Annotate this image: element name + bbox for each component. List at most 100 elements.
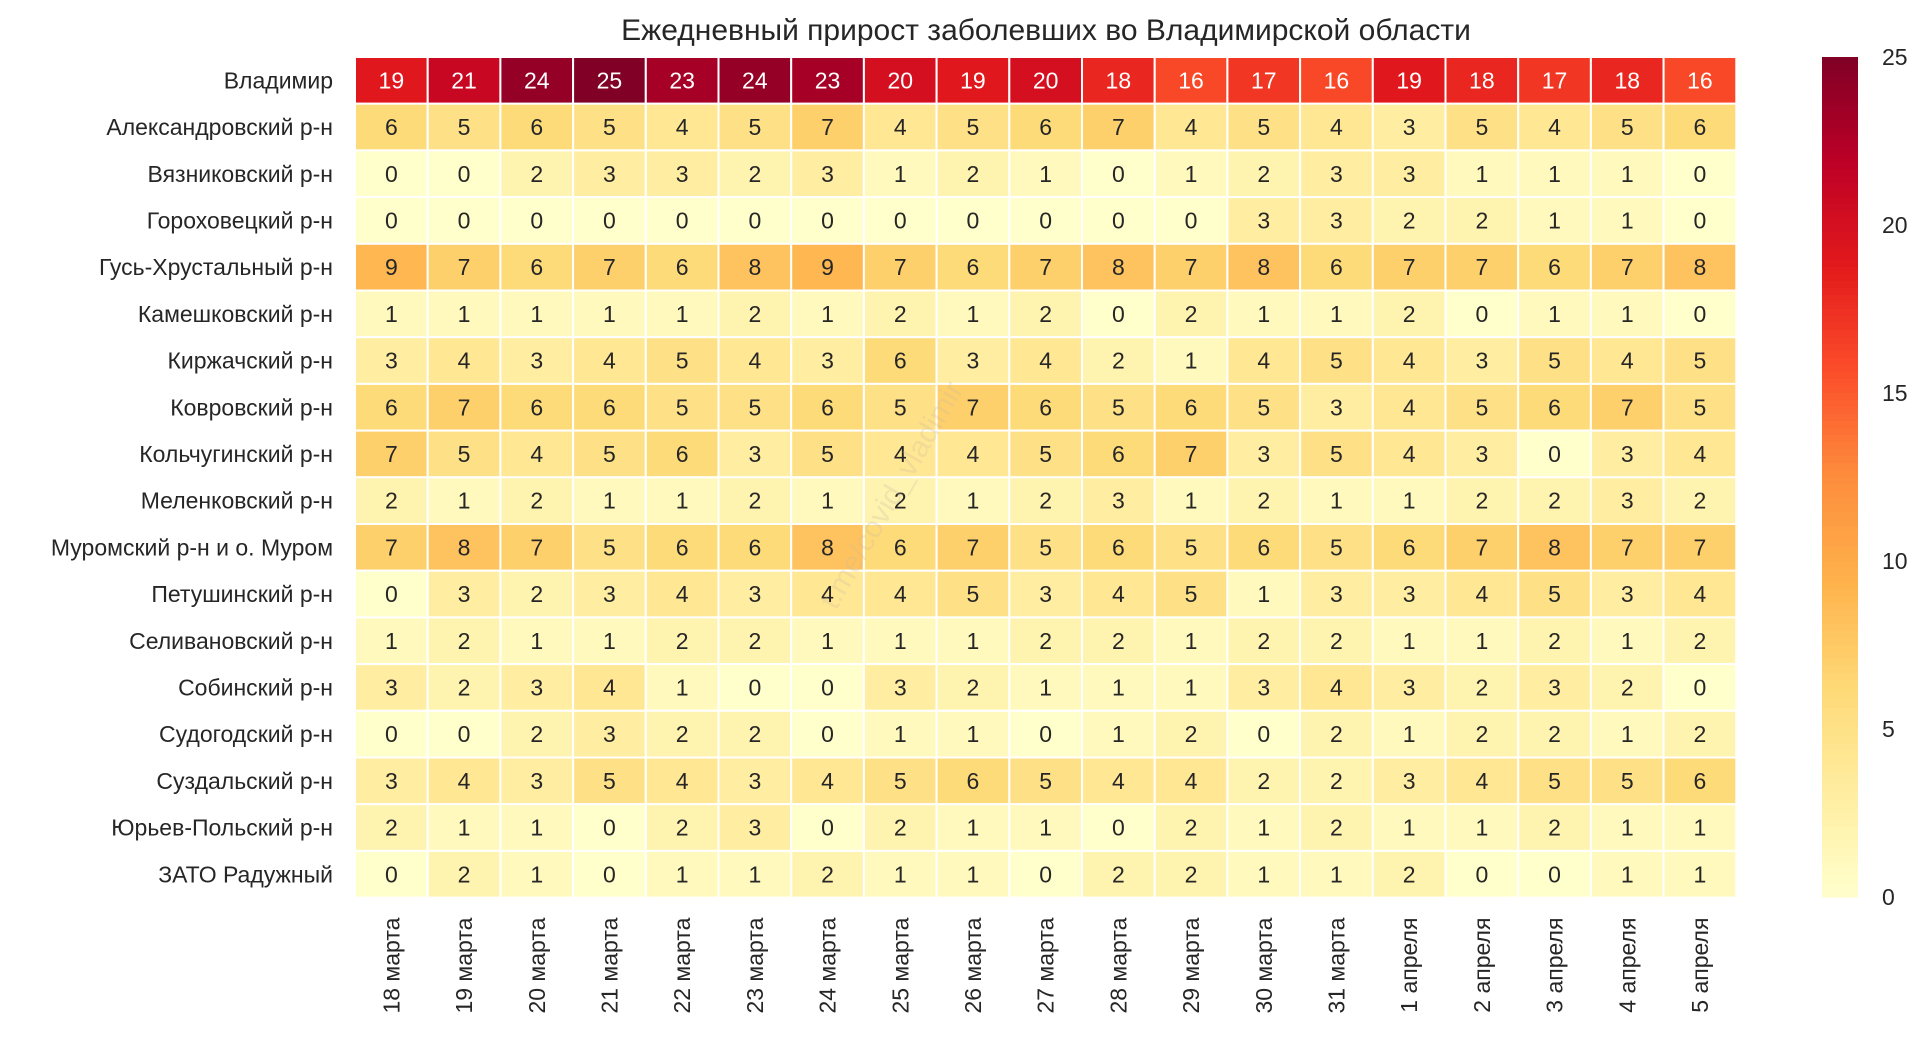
heatmap-cell [1444,382,1520,432]
colorbar-segment [1822,722,1858,730]
heatmap-cell [717,616,793,666]
cell-value: 3 [821,161,834,187]
cell-value: 2 [1330,721,1343,747]
cell-value: 3 [385,348,398,374]
heatmap-cell [1517,663,1592,712]
cell-value: 2 [1257,768,1270,794]
cell-value: 4 [530,441,543,467]
heatmap-cell [1081,196,1156,245]
heatmap-cell [1226,336,1302,385]
cell-value: 3 [1475,348,1488,374]
heatmap-cell [935,382,1011,432]
heatmap-cell [717,382,793,432]
cell-value: 4 [1039,348,1052,374]
heatmap-cell [354,476,429,525]
cell-value: 3 [1257,674,1270,700]
heatmap-cell [862,149,938,199]
colorbar-segment [1822,757,1858,765]
heatmap-cell [862,756,938,806]
cell-value: 16 [1324,67,1350,93]
row-label: Суздальский р-н [156,768,333,794]
cell-value: 5 [1475,394,1488,420]
cell-value: 2 [530,581,543,607]
cell-value: 1 [1621,161,1634,187]
heatmap-cell [1517,849,1592,899]
colorbar: 0 5 10 15 20 25 [1822,44,1908,910]
cell-value: 1 [603,488,616,514]
cell-value: 7 [1185,254,1198,280]
heatmap-cell [862,289,938,339]
colorbar-segment [1822,120,1858,128]
colorbar-segment [1822,71,1858,79]
heatmap-cell [1371,196,1447,245]
cell-value: 2 [1112,861,1125,887]
colorbar-segment [1822,596,1858,604]
heatmap-cell [644,569,720,619]
cell-value: 0 [603,815,616,841]
cell-value: 0 [458,721,471,747]
heatmap-cell [1371,429,1447,479]
heatmap-cell [499,476,575,525]
cell-value: 2 [1694,488,1707,514]
heatmap-cell [935,196,1011,245]
cell-value: 5 [1039,768,1052,794]
cell-value: 0 [1112,815,1125,841]
heatmap-cell [1589,102,1665,152]
cell-value: 2 [1039,301,1052,327]
cell-value: 2 [1694,721,1707,747]
heatmap-cell [1444,709,1520,759]
cell-value: 0 [1039,721,1052,747]
column-label: 22 марта [669,917,695,1013]
cell-value: 1 [1621,207,1634,233]
heatmap-cell [1081,756,1156,806]
colorbar-segment [1822,232,1858,240]
cell-value: 4 [1475,768,1488,794]
heatmap-cell [354,336,429,385]
heatmap-cell [862,616,938,666]
heatmap-cell [426,242,502,292]
row-label: Меленковский р-н [141,488,333,514]
colorbar-segment [1822,512,1858,520]
heatmap-cell [354,616,429,666]
cell-value: 1 [967,488,980,514]
column-label: 27 марта [1033,917,1059,1013]
cell-value: 3 [748,581,761,607]
heatmap-cell [1226,523,1302,572]
cell-value: 1 [1621,815,1634,841]
heatmap-cell [1081,476,1156,525]
heatmap-cell [1081,663,1156,712]
colorbar-segment [1822,323,1858,331]
cell-value: 2 [1112,628,1125,654]
colorbar-segment [1822,414,1858,422]
cell-value: 0 [385,207,398,233]
cell-value: 1 [1330,301,1343,327]
cell-value: 2 [1185,721,1198,747]
heatmap-cell [499,849,575,899]
cell-value: 0 [748,674,761,700]
cell-value: 6 [530,254,543,280]
column-label: 28 марта [1105,917,1131,1013]
cell-value: 7 [458,394,471,420]
cell-value: 1 [1039,815,1052,841]
heatmap-cell [1153,56,1229,105]
cell-value: 3 [385,674,398,700]
cell-value: 1 [1475,161,1488,187]
colorbar-segment [1822,386,1858,394]
cell-value: 1 [1185,488,1198,514]
cell-value: 3 [748,441,761,467]
heatmap-cell [426,803,502,852]
cell-value: 7 [967,394,980,420]
cell-value: 1 [1185,161,1198,187]
cell-value: 9 [821,254,834,280]
colorbar-segment [1822,729,1858,737]
colorbar-segment [1822,673,1858,681]
colorbar-segment [1822,127,1858,135]
colorbar-segment [1822,64,1858,72]
cell-value: 0 [1112,161,1125,187]
heatmap-cell [1008,569,1083,619]
colorbar-segment [1822,288,1858,296]
cell-value: 6 [1112,534,1125,560]
heatmap-cell [572,523,647,572]
cell-value: 5 [458,114,471,140]
cell-value: 0 [748,207,761,233]
